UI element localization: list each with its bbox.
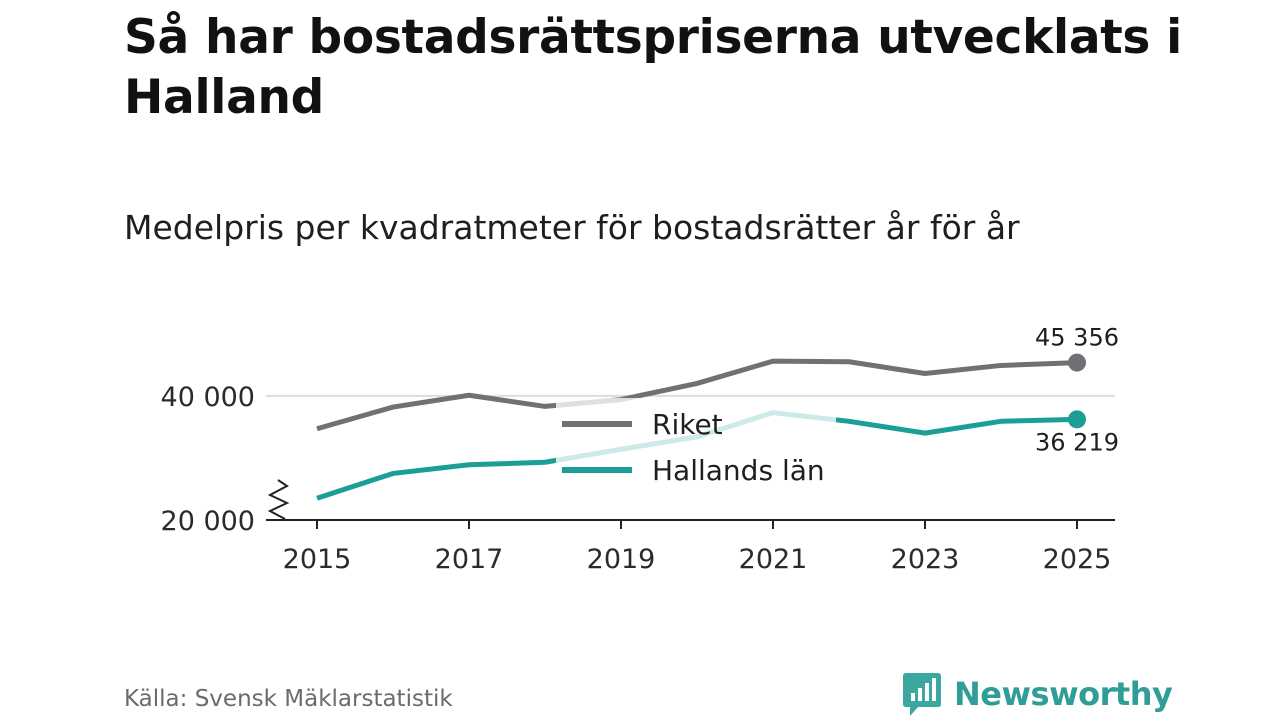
chart-title: Så har bostadsrättspriserna utvecklats i… bbox=[124, 10, 1182, 125]
x-tick-label-2017: 2017 bbox=[435, 544, 504, 575]
line-chart: 20 000 40 000 2015 2017 2019 2021 2023 2025 Rike… bbox=[161, 324, 1119, 575]
end-label-halland: 36 219 bbox=[1035, 428, 1119, 456]
source-note: Källa: Svensk Mäklarstatistik bbox=[124, 686, 453, 712]
axis-break-icon bbox=[267, 479, 290, 520]
x-tick-label-2025: 2025 bbox=[1043, 544, 1112, 575]
end-marker-riket bbox=[1068, 353, 1086, 372]
y-tick-label-20000: 20 000 bbox=[161, 506, 255, 537]
legend-label-halland: Hallands län bbox=[652, 454, 825, 487]
brand-logo[interactable]: Newsworthy bbox=[902, 671, 1173, 717]
x-tick-label-2021: 2021 bbox=[739, 544, 808, 575]
legend-background bbox=[556, 398, 836, 493]
brand-name: Newsworthy bbox=[954, 675, 1173, 713]
newsworthy-logo-icon bbox=[903, 673, 941, 716]
chart-subtitle: Medelpris per kvadratmeter för bostadsrä… bbox=[124, 208, 1020, 247]
legend-label-riket: Riket bbox=[652, 408, 723, 441]
x-tick-label-2023: 2023 bbox=[891, 544, 960, 575]
end-label-riket: 45 356 bbox=[1035, 324, 1119, 352]
end-marker-halland bbox=[1068, 410, 1086, 429]
x-tick-label-2015: 2015 bbox=[283, 544, 352, 575]
series-line-riket bbox=[316, 358, 1078, 432]
x-tick-label-2019: 2019 bbox=[587, 544, 656, 575]
y-tick-label-40000: 40 000 bbox=[161, 382, 255, 413]
